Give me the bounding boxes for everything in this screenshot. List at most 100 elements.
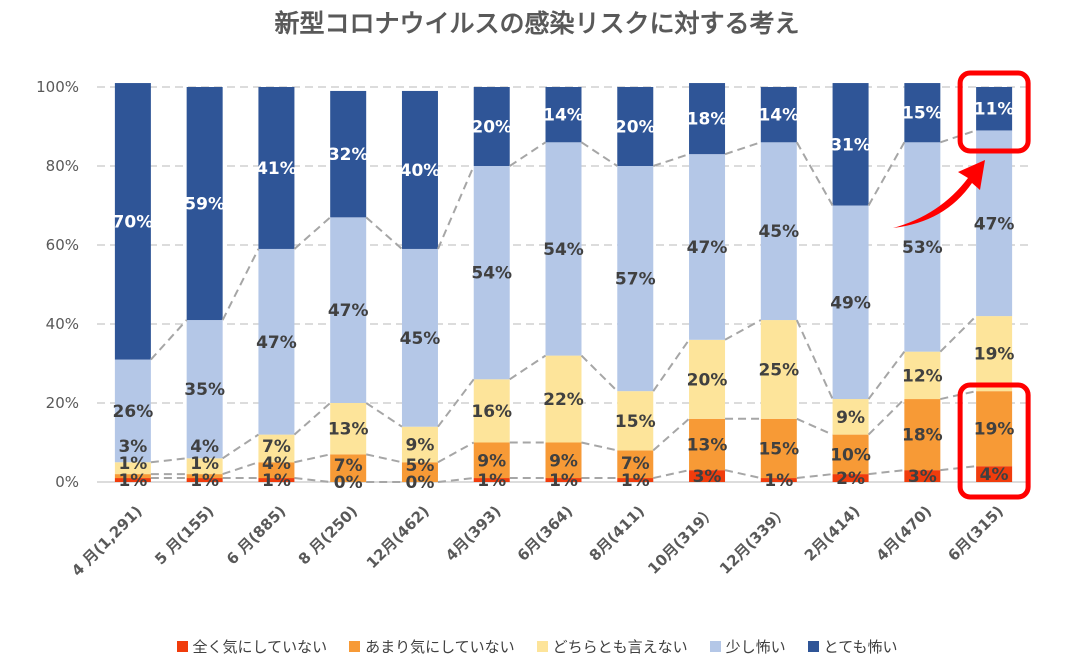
legend-item: 少し怖い [709,636,786,657]
connector-line [652,339,690,392]
connector-line [867,141,906,206]
connector-line [365,402,403,428]
x-tick-label: 6月(315) [944,502,1007,565]
data-label: 11% [974,100,1015,120]
data-label: 0% [334,473,363,493]
data-label: 70% [113,212,154,232]
connector-line [294,477,331,483]
connector-line [796,473,833,480]
data-label: 15% [615,412,656,432]
x-tick-label: 6 月(885) [223,502,289,568]
data-label: 1% [477,471,506,491]
arrow-icon [893,160,985,228]
legend-swatch [176,641,188,652]
legend-swatch [349,641,361,652]
bar-segment [330,217,367,403]
data-label: 53% [902,238,943,258]
bar-segment [617,450,654,479]
data-label: 3% [118,437,147,457]
x-tick-label: 4月(470) [873,502,936,565]
data-label: 15% [758,439,799,459]
data-label: 5% [406,456,435,476]
data-label: 9% [549,451,578,471]
bar-segment [904,399,941,471]
data-label: 19% [974,420,1015,440]
connector-line [581,441,618,452]
data-label: 10% [830,445,871,465]
bar-segment [617,478,654,482]
x-tick-label: 8 月(250) [295,502,361,568]
connector-line [868,469,905,476]
data-label: 7% [262,437,291,457]
legend-item: あまり気にしていない [349,636,515,657]
data-label: 54% [543,240,584,260]
highlight-box-top [957,70,1031,154]
data-label: 2% [836,469,865,489]
data-label: 18% [687,110,728,130]
bar-segment [760,320,797,419]
data-label: 0% [406,473,435,493]
data-label: 41% [256,159,297,179]
bar-segment [545,442,582,479]
connector-line [222,461,259,476]
bar-segment [186,474,223,479]
connector-line [580,354,618,392]
connector-line [795,319,834,400]
data-label: 14% [758,106,799,126]
connector-line [652,153,690,167]
data-label: 7% [334,456,363,476]
x-tick-label: 4月(393) [442,502,505,565]
connector-line [294,453,331,464]
connector-line [724,469,762,480]
bar-segment [473,87,510,166]
data-label: 32% [328,145,369,165]
data-label: 15% [902,104,943,124]
data-label: 1% [190,454,219,474]
legend-swatch [807,641,819,652]
legend-label: あまり気にしていない [365,638,515,656]
connector-line [867,398,906,436]
x-tick-label: 2月(414) [801,502,864,565]
bar-segment [760,87,797,143]
bar-segment [258,248,295,435]
data-label: 49% [830,293,871,313]
connector-line [867,351,906,400]
data-label: 19% [974,345,1015,365]
data-label: 22% [543,390,584,410]
data-label: 4% [980,465,1009,485]
connector-line [652,418,690,452]
data-label: 45% [758,222,799,242]
y-tick-label: 80% [46,157,79,175]
data-label: 54% [471,264,512,284]
bar-segment [689,470,726,482]
connector-line [437,477,474,483]
bar-segment [473,379,510,443]
bar-segment [258,462,295,479]
bar-segment [473,478,510,482]
bar-segment [401,462,438,482]
chart-title: 新型コロナウイルスの感染リスクに対する考え [274,9,800,38]
bar-segment [330,90,367,218]
y-tick-label: 0% [55,473,79,491]
x-tick-label: 8月(411) [586,502,649,565]
bar-segment [401,426,438,463]
legend-swatch [536,641,548,652]
bar-segment [401,90,438,249]
bar-segment [976,391,1013,467]
data-label: 9% [836,408,865,428]
bar-segment [832,399,869,435]
bar-segment [617,166,654,392]
bar-segment [545,355,582,443]
bar-segment [904,351,941,400]
data-label: 1% [621,471,650,491]
bar-segment [832,474,869,482]
x-tick-label: 12月(339） [716,502,792,578]
data-label: 9% [406,435,435,455]
bar-segment [545,87,582,143]
bar-segment [689,154,726,340]
x-tick-label: 6月(364) [514,502,577,565]
bar-segment [689,418,726,471]
legend: 全く気にしていない あまり気にしていない どちらとも言えない 少し怖い とても怖い [0,636,1074,657]
bar-segment [330,403,367,455]
bar-segment [186,320,223,459]
